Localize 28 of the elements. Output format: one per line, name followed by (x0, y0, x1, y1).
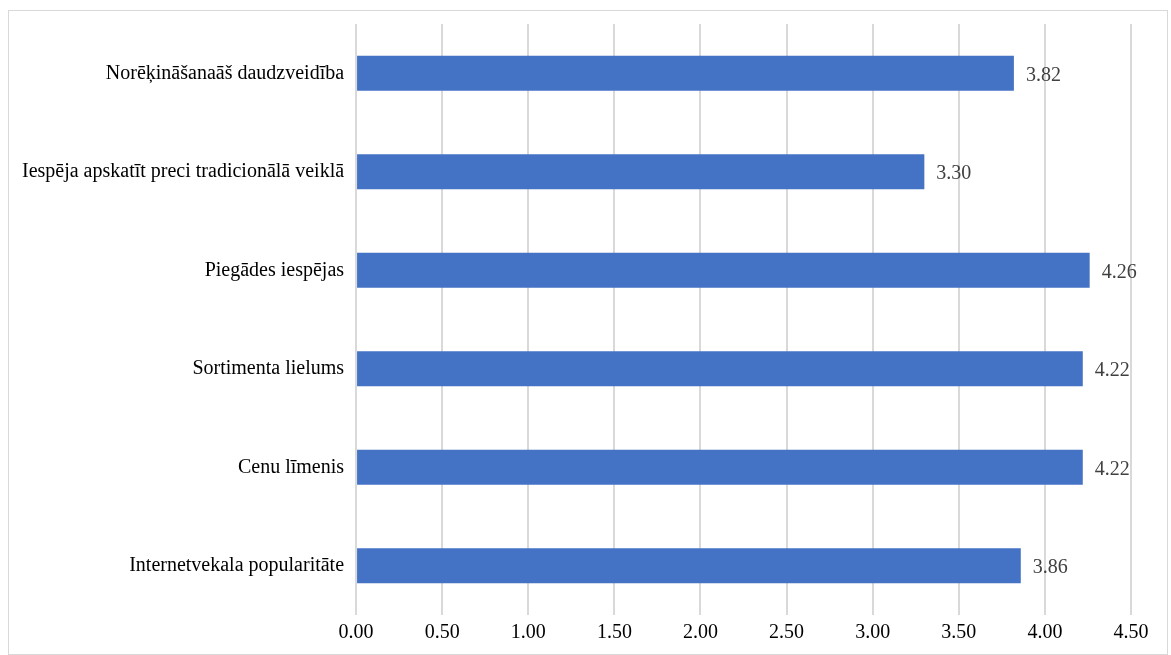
data-label: 3.30 (936, 161, 972, 183)
x-tick-label: 3.00 (855, 620, 891, 643)
x-tick-label: 4.50 (1113, 620, 1149, 643)
x-tick-label: 1.50 (596, 620, 632, 643)
y-tick-label: Sortimenta lielums (192, 356, 345, 378)
x-tick-label: 4.00 (1027, 620, 1063, 643)
bar (357, 55, 1014, 91)
y-tick-label: Iespēja apskatīt preci tradicionālā veiklā (21, 159, 345, 182)
x-tick-label: 2.00 (682, 620, 718, 643)
x-tick-label: 0.50 (424, 620, 460, 643)
bar (357, 154, 925, 190)
y-tick-label: Norēķināšanaāš daudzveidība (105, 60, 345, 84)
y-tick-label: Internetvekala popularitāte (129, 553, 345, 576)
data-label: 3.86 (1032, 555, 1068, 577)
x-tick-label: 3.50 (941, 620, 977, 643)
x-tick-label: 2.50 (769, 620, 805, 643)
bar (357, 449, 1083, 485)
y-tick-label: Piegādes iespējas (204, 257, 345, 281)
y-tick-label: Cenu līmenis (237, 454, 345, 477)
data-label: 4.26 (1101, 259, 1137, 282)
data-label: 4.22 (1094, 456, 1130, 479)
x-tick-label: 0.00 (338, 620, 374, 643)
bar (357, 252, 1090, 288)
data-label: 3.82 (1025, 62, 1061, 85)
bar (357, 548, 1021, 584)
x-tick-label: 1.00 (510, 620, 546, 643)
bar (357, 351, 1083, 387)
data-label: 4.22 (1094, 358, 1130, 380)
